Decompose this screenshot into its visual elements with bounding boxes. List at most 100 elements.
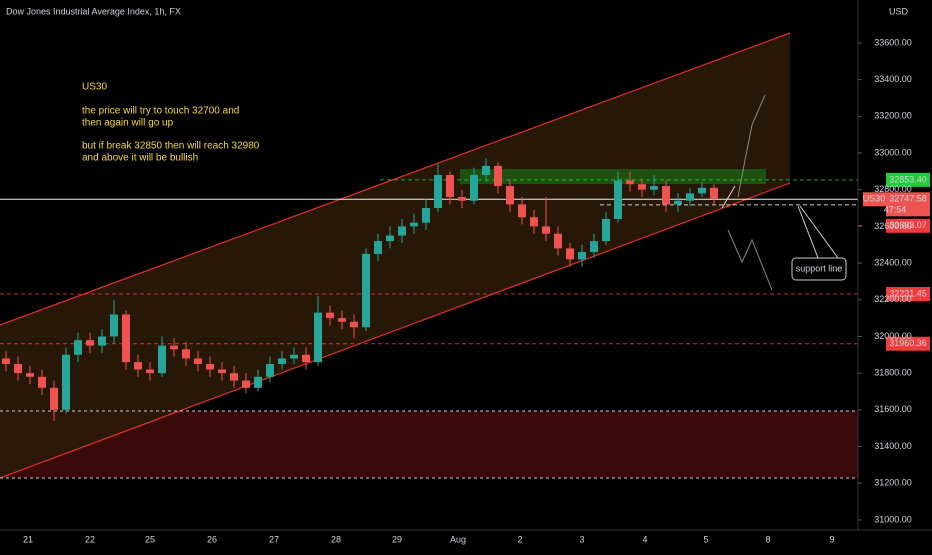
candle-body [398,226,406,236]
candle-body [602,219,610,242]
candle-body [314,312,322,363]
candle-body [674,200,682,205]
channel-upper [0,32,791,326]
y-tick-label: 32400.00 [874,257,912,267]
x-tick-label: 5 [703,534,708,544]
y-tick-label: 31400.00 [874,441,912,451]
candle-body [14,363,22,374]
current-price-label: 32747.58 [889,194,927,204]
candle-body [626,180,634,185]
candle-body [410,222,418,227]
x-tick-label: 2 [517,534,522,544]
candle-body [206,363,214,370]
candle-body [254,376,262,388]
candle-body [494,165,502,187]
arrow-path [737,94,766,198]
channel-lower [0,182,791,479]
symbol-tag [863,192,886,207]
callout-text: support line [796,263,843,273]
currency: USD [889,6,909,16]
y-tick-label: 31000.00 [874,514,912,524]
price-label-box [886,336,930,351]
symbol-label: US30 [863,194,886,204]
candle-body [662,186,670,205]
candle-body [686,193,694,201]
x-tick-label: 22 [85,534,95,544]
y-tick-label: 33200.00 [874,111,912,121]
candle-body [170,345,178,350]
x-tick-label: 9 [829,534,834,544]
callout-box [791,257,847,281]
y-tick-label: 32000.00 [874,331,912,341]
candle-body [542,226,550,234]
candle-body [458,197,466,201]
countdown: 47:54 [884,205,907,215]
annotation: the price will try to touch 32700 and [82,106,239,117]
candle-body [482,165,490,176]
candle-body [2,358,10,364]
x-tick-label: 8 [765,534,770,544]
candle-body [326,312,334,319]
candle-body [590,241,598,253]
arrow-path [727,229,773,291]
candle-body [146,369,154,374]
current-price-box [886,192,930,217]
candle-body [386,235,394,242]
candle-body [278,358,286,364]
candle-body [290,354,298,359]
y-tick-label: 31200.00 [874,478,912,488]
candle-body [338,318,346,322]
candle-body [470,175,478,201]
y-tick-label: 31800.00 [874,368,912,378]
annotation: and above it will be bullish [82,153,198,164]
x-tick-label: Aug [450,534,466,544]
price-label: 32231.45 [889,288,927,298]
candle-body [74,340,82,355]
candle-body [50,387,58,410]
callout-pointer [797,205,819,259]
annotation: US30 [82,82,107,93]
x-tick-label: 4 [642,534,647,544]
candle-body [122,314,130,363]
candle-body [374,241,382,254]
annotation: then again will go up [82,118,174,129]
resistance-zone [460,169,766,184]
candle-body [62,354,70,410]
y-tick-label: 32200.00 [874,294,912,304]
callout-pointer [799,205,839,259]
candle-body [638,184,646,190]
candle-body [578,252,586,260]
annotation: but if break 32850 then will reach 32980 [82,141,260,152]
candle-body [710,187,718,199]
x-tick-label: 27 [269,534,279,544]
x-tick-label: 3 [579,534,584,544]
price-label-box [886,172,930,187]
x-tick-label: 29 [392,534,402,544]
candle-body [506,186,514,205]
x-tick-label: 25 [145,534,155,544]
chart-title: Dow Jones Industrial Average Index, 1h, … [6,6,181,16]
x-tick-label: 21 [23,534,33,544]
candle-body [518,204,526,218]
price-label: 31960.36 [889,338,927,348]
candle-body [98,336,106,346]
price-label: 32853.40 [889,174,927,184]
candle-body [614,180,622,220]
candle-body [158,345,166,374]
candle-body [362,253,370,328]
y-tick-label: 31600.00 [874,404,912,414]
candle-body [110,314,118,337]
candle-body [38,376,46,388]
x-tick-label: 28 [331,534,341,544]
x-tick-label: 26 [207,534,217,544]
candle-body [218,369,226,374]
candle-body [242,380,250,388]
candle-body [86,340,94,346]
y-tick-label: 33400.00 [874,74,912,84]
candle-body [566,248,574,260]
price-label-box [886,286,930,301]
candle-body [134,362,142,370]
price-label-box [886,218,930,233]
